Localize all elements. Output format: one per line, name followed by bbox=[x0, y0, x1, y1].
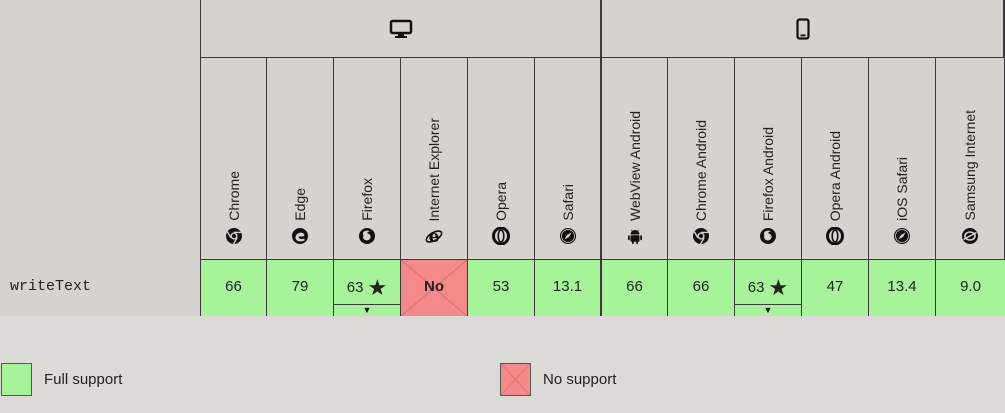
desktop-icon bbox=[389, 19, 412, 38]
legend-label: No support bbox=[543, 371, 617, 388]
support-version: 53 bbox=[492, 278, 510, 295]
chrome-icon bbox=[225, 228, 242, 245]
browser-name: Opera Android bbox=[827, 130, 843, 221]
triangle-down-icon: ▼ bbox=[362, 305, 372, 315]
browser-name: Safari bbox=[559, 184, 576, 221]
support-cell-safari[interactable]: 13.1 bbox=[535, 260, 602, 316]
browser-name: Chrome Android bbox=[693, 119, 709, 221]
browser-name: Firefox Android bbox=[760, 126, 776, 221]
browser-name: Samsung Internet bbox=[962, 110, 978, 221]
browser-header-chrome-android: Chrome Android bbox=[668, 58, 735, 260]
support-version: 9.0 bbox=[960, 278, 981, 295]
firefox-icon bbox=[359, 228, 375, 244]
support-version: 79 bbox=[291, 278, 309, 295]
browser-name: Edge bbox=[292, 188, 308, 221]
safari-icon bbox=[559, 228, 576, 244]
support-cell-ios-safari[interactable]: 13.4 bbox=[869, 260, 936, 316]
triangle-down-icon: ▼ bbox=[763, 305, 773, 315]
support-version: 13.1 bbox=[552, 278, 583, 295]
support-version: 13.4 bbox=[887, 278, 917, 295]
samsung-internet-icon bbox=[962, 228, 978, 244]
star-icon: ★ bbox=[367, 275, 388, 300]
browser-header-edge: Edge bbox=[267, 58, 334, 260]
support-cell-firefox[interactable]: 63 ★ ▼ bbox=[334, 260, 401, 316]
support-cell-firefox-android[interactable]: 63 ★ ▼ bbox=[735, 260, 802, 316]
browser-name: WebView Android bbox=[626, 111, 643, 221]
platform-desktop bbox=[201, 0, 602, 58]
browser-header-row: Chrome Edge Firefox Internet Explorer e … bbox=[201, 58, 1005, 260]
feature-row: writeText 66 79 63 ★ ▼ No 53 13.1 66 66 6… bbox=[0, 260, 1005, 316]
android-icon bbox=[627, 229, 642, 244]
browser-name: Chrome bbox=[225, 171, 242, 221]
browser-name: iOS Safari bbox=[894, 157, 910, 221]
support-cell-chrome[interactable]: 66 bbox=[201, 260, 267, 316]
star-icon: ★ bbox=[768, 275, 789, 300]
browser-header-webview-android: WebView Android bbox=[602, 58, 668, 260]
no-support-swatch bbox=[500, 363, 531, 396]
feature-name: writeText bbox=[0, 260, 201, 316]
cross-pattern bbox=[501, 364, 530, 395]
cross-pattern bbox=[401, 260, 467, 316]
compat-table: Chrome Edge Firefox Internet Explorer e … bbox=[0, 0, 1005, 316]
safari-icon bbox=[894, 228, 910, 244]
opera-icon bbox=[826, 227, 844, 245]
ie-icon: e bbox=[425, 227, 443, 245]
svg-text:e: e bbox=[429, 227, 440, 245]
legend-item-full-support: Full support bbox=[1, 363, 122, 396]
support-cell-chrome-android[interactable]: 66 bbox=[668, 260, 735, 316]
chrome-icon bbox=[693, 228, 709, 245]
support-version: 63 bbox=[346, 279, 364, 296]
browser-name: Firefox bbox=[359, 178, 375, 221]
support-version: 47 bbox=[826, 278, 844, 295]
platform-header-row bbox=[201, 0, 1005, 58]
browser-header-opera-android: Opera Android bbox=[802, 58, 869, 260]
legend-item-no-support: No support bbox=[500, 363, 616, 396]
support-version: 66 bbox=[692, 278, 710, 295]
expand-notes-toggle[interactable]: ▼ bbox=[334, 304, 400, 316]
support-cell-webview-android[interactable]: 66 bbox=[602, 260, 668, 316]
support-cell-opera[interactable]: 53 bbox=[468, 260, 535, 316]
opera-icon bbox=[492, 227, 510, 245]
table-corner bbox=[0, 0, 201, 260]
browser-header-samsung-internet: Samsung Internet bbox=[936, 58, 1005, 260]
legend: Full support No support bbox=[0, 316, 1005, 413]
browser-header-firefox: Firefox bbox=[334, 58, 401, 260]
legend-label: Full support bbox=[44, 371, 123, 388]
expand-notes-toggle[interactable]: ▼ bbox=[735, 304, 801, 316]
browser-name: Opera bbox=[493, 182, 509, 221]
browser-header-safari: Safari bbox=[535, 58, 602, 260]
support-version: No bbox=[424, 278, 444, 295]
support-version: 63 bbox=[747, 279, 765, 296]
full-support-swatch bbox=[1, 363, 32, 396]
platform-mobile bbox=[602, 0, 1005, 58]
browser-header-opera: Opera bbox=[468, 58, 535, 260]
support-cell-internet-explorer[interactable]: No bbox=[401, 260, 468, 316]
browser-header-chrome: Chrome bbox=[201, 58, 267, 260]
support-version: 66 bbox=[225, 278, 242, 295]
browser-name: Internet Explorer bbox=[426, 117, 442, 222]
browser-header-ios-safari: iOS Safari bbox=[869, 58, 936, 260]
browser-header-firefox-android: Firefox Android bbox=[735, 58, 802, 260]
support-version: 66 bbox=[626, 278, 643, 295]
edge-icon bbox=[292, 228, 308, 244]
support-cell-opera-android[interactable]: 47 bbox=[802, 260, 869, 316]
support-cell-edge[interactable]: 79 bbox=[267, 260, 334, 316]
mobile-icon bbox=[795, 17, 810, 40]
browser-header-internet-explorer: Internet Explorer e bbox=[401, 58, 468, 260]
firefox-icon bbox=[760, 228, 776, 244]
support-cell-samsung-internet[interactable]: 9.0 bbox=[936, 260, 1005, 316]
